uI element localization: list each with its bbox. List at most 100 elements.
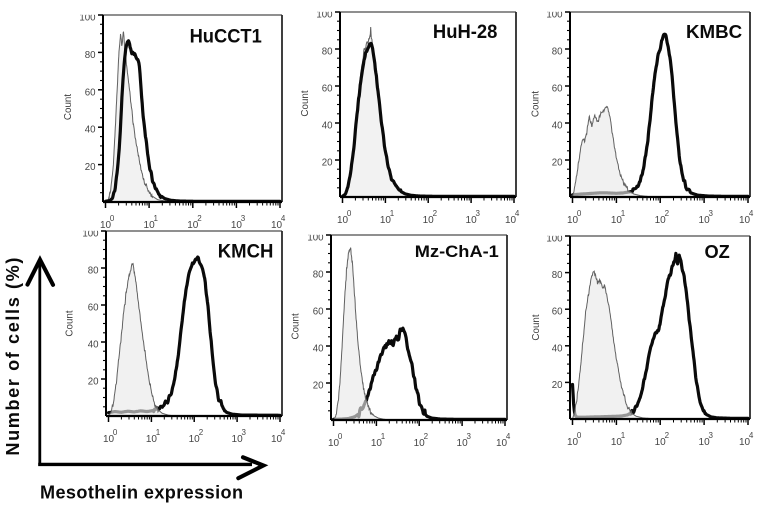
svg-text:3: 3 <box>467 432 472 441</box>
svg-text:1: 1 <box>154 214 159 223</box>
svg-text:10: 10 <box>699 437 711 448</box>
svg-text:10: 10 <box>337 215 349 226</box>
svg-text:Count: Count <box>290 313 301 339</box>
svg-text:1: 1 <box>381 432 386 441</box>
svg-text:100: 100 <box>79 13 96 24</box>
svg-text:2: 2 <box>199 428 204 437</box>
svg-text:HuH-28: HuH-28 <box>433 21 498 43</box>
svg-text:10: 10 <box>231 220 243 231</box>
svg-text:80: 80 <box>552 47 563 58</box>
svg-text:20: 20 <box>85 162 96 173</box>
svg-text:40: 40 <box>313 344 324 355</box>
svg-text:2: 2 <box>424 432 429 441</box>
svg-text:10: 10 <box>655 215 667 226</box>
svg-text:10: 10 <box>505 215 517 226</box>
svg-text:10: 10 <box>739 215 751 226</box>
svg-text:10: 10 <box>271 220 283 231</box>
svg-text:0: 0 <box>577 209 582 218</box>
svg-text:3: 3 <box>241 214 246 223</box>
svg-text:10: 10 <box>739 437 751 448</box>
svg-text:40: 40 <box>552 121 563 132</box>
svg-text:Count: Count <box>65 310 76 336</box>
svg-text:0: 0 <box>113 428 118 437</box>
svg-text:10: 10 <box>496 438 508 449</box>
svg-text:20: 20 <box>552 380 563 391</box>
svg-text:2: 2 <box>433 209 438 218</box>
svg-text:3: 3 <box>476 209 481 218</box>
svg-text:0: 0 <box>347 209 352 218</box>
svg-text:100: 100 <box>546 10 563 21</box>
svg-text:4: 4 <box>281 428 286 437</box>
svg-text:4: 4 <box>281 214 286 223</box>
svg-text:4: 4 <box>749 431 754 440</box>
svg-text:10: 10 <box>371 438 383 449</box>
svg-text:0: 0 <box>338 432 343 441</box>
svg-text:10: 10 <box>414 438 426 449</box>
svg-text:10: 10 <box>100 220 112 231</box>
svg-text:4: 4 <box>506 432 511 441</box>
svg-text:Count: Count <box>531 91 542 117</box>
svg-text:40: 40 <box>88 340 99 351</box>
svg-text:40: 40 <box>85 125 96 136</box>
svg-text:4: 4 <box>515 209 520 218</box>
svg-text:60: 60 <box>313 307 324 318</box>
svg-text:60: 60 <box>552 84 563 95</box>
svg-text:1: 1 <box>156 428 161 437</box>
svg-text:80: 80 <box>322 47 333 58</box>
svg-text:Count: Count <box>300 90 311 116</box>
svg-text:1: 1 <box>621 431 626 440</box>
svg-text:10: 10 <box>699 215 711 226</box>
svg-text:0: 0 <box>110 214 115 223</box>
svg-text:10: 10 <box>655 437 667 448</box>
svg-text:HuCCT1: HuCCT1 <box>190 25 262 47</box>
svg-text:0: 0 <box>577 431 582 440</box>
svg-text:10: 10 <box>232 434 244 445</box>
svg-text:80: 80 <box>313 270 324 281</box>
svg-text:10: 10 <box>611 215 623 226</box>
svg-text:1: 1 <box>390 209 395 218</box>
svg-text:Number of cells (%): Number of cells (%) <box>3 258 23 456</box>
svg-text:100: 100 <box>316 10 333 21</box>
svg-text:40: 40 <box>322 121 333 132</box>
svg-text:Mz-ChA-1: Mz-ChA-1 <box>415 243 499 261</box>
svg-text:80: 80 <box>85 50 96 61</box>
svg-text:60: 60 <box>322 84 333 95</box>
svg-text:2: 2 <box>665 209 670 218</box>
svg-text:3: 3 <box>709 431 714 440</box>
svg-text:20: 20 <box>552 158 563 169</box>
svg-text:Count: Count <box>531 314 542 340</box>
svg-text:10: 10 <box>567 215 579 226</box>
svg-text:10: 10 <box>567 437 579 448</box>
svg-text:10: 10 <box>144 220 156 231</box>
svg-text:10: 10 <box>466 215 478 226</box>
svg-text:4: 4 <box>749 209 754 218</box>
svg-text:10: 10 <box>271 434 283 445</box>
svg-text:OZ: OZ <box>705 241 730 262</box>
svg-text:20: 20 <box>313 381 324 392</box>
svg-text:100: 100 <box>82 229 99 240</box>
svg-text:100: 100 <box>546 234 563 245</box>
svg-text:10: 10 <box>328 438 340 449</box>
svg-text:80: 80 <box>88 266 99 277</box>
svg-text:60: 60 <box>85 87 96 98</box>
svg-text:10: 10 <box>380 215 392 226</box>
svg-text:10: 10 <box>189 434 201 445</box>
svg-text:40: 40 <box>552 343 563 354</box>
svg-text:Count: Count <box>63 94 74 120</box>
svg-text:KMBC: KMBC <box>686 22 742 42</box>
svg-text:100: 100 <box>307 233 324 244</box>
svg-text:2: 2 <box>197 214 202 223</box>
svg-text:10: 10 <box>146 434 158 445</box>
svg-text:10: 10 <box>423 215 435 226</box>
svg-text:1: 1 <box>621 209 626 218</box>
svg-text:10: 10 <box>611 437 623 448</box>
svg-text:20: 20 <box>88 377 99 388</box>
svg-text:10: 10 <box>103 434 115 445</box>
svg-text:10: 10 <box>187 220 199 231</box>
svg-text:20: 20 <box>322 158 333 169</box>
svg-text:2: 2 <box>665 431 670 440</box>
svg-text:80: 80 <box>552 270 563 281</box>
svg-text:Mesothelin expression: Mesothelin expression <box>40 482 243 502</box>
svg-text:60: 60 <box>552 307 563 318</box>
svg-text:10: 10 <box>457 438 469 449</box>
